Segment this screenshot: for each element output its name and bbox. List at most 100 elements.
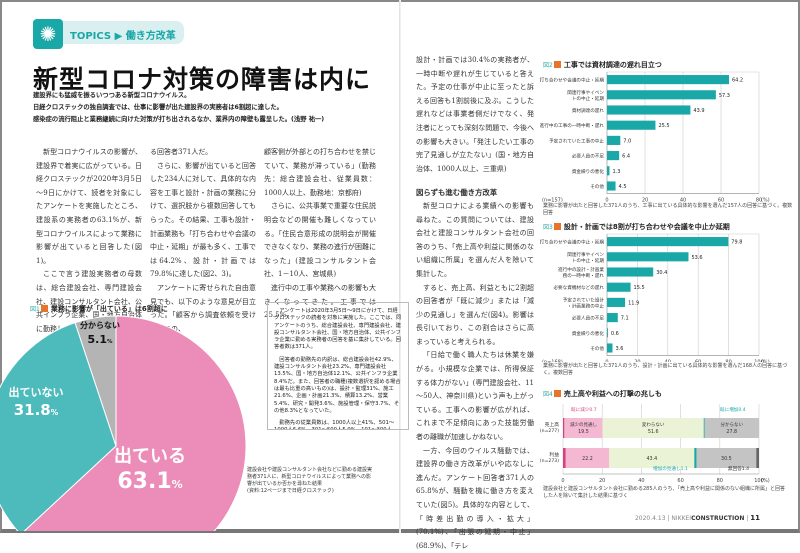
bar-value: 64.2 — [732, 78, 743, 84]
page-footer: 2020.4.13 | NIKKEICONSTRUCTION | 11 — [635, 514, 760, 522]
bar-segment — [756, 448, 759, 468]
orange-square-icon — [553, 390, 561, 397]
bar-value: 3.6 — [615, 346, 623, 352]
pie-slice — [0, 321, 117, 531]
bar — [607, 105, 691, 115]
lead-line: 日経クロステックの独自調査では、仕事に影響が出た建設界の実務者は6割超に達した。 — [33, 104, 283, 111]
orange-square-icon — [40, 305, 48, 312]
article-title: 新型コロナ対策の障害は内に — [33, 65, 372, 94]
tick-label: 0 — [605, 198, 608, 203]
sidebox-paragraph: 勤務先の従業員数は、1000人以上41%、501～1000人6.6%、301～5… — [274, 420, 395, 429]
paragraph: さらに、影響が出ていると回答した234人に対して、具体的な内容を工事と設計・計画… — [150, 161, 256, 279]
fig-number: 図2 — [543, 62, 553, 69]
unit-label: (%) — [761, 198, 770, 203]
category-label: その他 — [590, 183, 604, 190]
segment-value: 27.8 — [726, 429, 737, 435]
fig2-bar-chart: 0 20 40 60 80(%) (n=157) 64.2 打ち合わせや会議の中止・延期 57.… — [540, 71, 770, 203]
orange-square-icon — [553, 61, 561, 68]
paragraph: すると、売上高、利益ともに2割超の回答者が「既に減少」または「減少の見通し」を選… — [416, 283, 534, 346]
bar — [607, 252, 689, 262]
bar-segment — [563, 418, 565, 438]
fig1-source-note: 建設会社や建設コンサルタント会社などに勤める建設実務者371人に、新型コロナウイ… — [247, 467, 373, 494]
bar-value: 7.0 — [623, 138, 631, 144]
category-label: 働き方改革 — [125, 31, 176, 42]
segment-value: 43.4 — [646, 456, 657, 462]
bar-value: 43.9 — [693, 108, 704, 114]
bar-segment — [696, 448, 757, 468]
tick-label: 20 — [634, 360, 640, 362]
segment-label: 変わらない — [642, 421, 665, 428]
callout: 無回答1.4 — [728, 465, 749, 472]
bar-segment — [563, 448, 566, 468]
pie-slice — [74, 315, 117, 447]
bar — [607, 166, 610, 176]
fig-title-text: 工事では資材調達の遅れ目立つ — [563, 61, 662, 69]
bar-value: 25.5 — [658, 123, 669, 129]
bar-segment — [602, 418, 704, 438]
fig2-title: 図2 工事では資材調達の遅れ目立つ — [543, 60, 662, 70]
segment-label: 分からない — [721, 421, 744, 428]
bar — [607, 267, 654, 277]
lead-line: 感染症の流行阻止と業務継続に向けた対策が打ち出されるなか、業界内の障壁も露呈した… — [33, 116, 325, 123]
tick-label: 20 — [599, 478, 605, 484]
bar — [607, 313, 618, 323]
bar-value: 7.1 — [621, 316, 629, 322]
callout: 既に減少0.7 — [571, 406, 597, 413]
tick-label: 100 — [754, 360, 764, 362]
bar — [607, 181, 616, 191]
sidebox-paragraph: 回答者の勤務先の内訳は、総合建設会社42.9%、建設コンサルタント会社23.2%… — [274, 356, 401, 414]
segment-value: 30.5 — [721, 456, 732, 462]
paragraph: 顧客側が外部との打ち合わせを禁じていて、業務が滞っている」(勤務先：総合建設会社… — [264, 148, 376, 197]
category-label: 務の一時中断・遅れ — [563, 272, 605, 279]
segment-value: 51.6 — [648, 429, 659, 435]
pie-label: 出ている — [114, 445, 186, 467]
bar — [607, 297, 626, 307]
brand-bold: CONSTRUCTION — [691, 515, 745, 522]
body-column-2: る回答者371人だ。 さらに、影響が出ていると回答した234人に対して、具体的な… — [150, 146, 256, 336]
survey-sidebox: アンケートは2020年3月5日～9日にかけて、日経クロステックの読者を対象に実施… — [267, 302, 409, 430]
section-label: TOPICS — [70, 31, 112, 42]
paragraph: さらに、公共事業で重要な住民説明会などの開催も難しくなっている。「住民合意形成の… — [264, 202, 376, 279]
segment-value: 19.5 — [578, 429, 589, 435]
bar-value: 53.6 — [691, 255, 702, 261]
tick-label: 60 — [718, 198, 724, 203]
tick-label: 60 — [677, 478, 683, 484]
category-label: トの中止・延期 — [572, 95, 605, 102]
arrow-icon: ▶ — [114, 31, 123, 42]
topics-label: TOPICS ▶ 働き方改革 — [70, 27, 176, 42]
body-column-4: 設計・計画では30.4%の実務者が、一時中断や遅れが生じていると答えた。予定の仕… — [416, 54, 534, 553]
segment-value: 22.2 — [582, 456, 593, 462]
fig3-title: 図3 設計・計画では8割が打ち合わせや会議を中止か延期 — [543, 222, 730, 232]
bar — [607, 328, 608, 338]
separator: | — [667, 515, 670, 522]
bar-value: 79.8 — [731, 240, 742, 246]
bar — [607, 90, 716, 100]
pie-value: 5.1% — [87, 333, 113, 346]
paragraph: 設計・計画では30.4%の実務者が、一時中断や遅れが生じていると答えた。予定の仕… — [416, 56, 534, 173]
tick-label: 0 — [561, 478, 564, 484]
tick-label: 60 — [695, 360, 701, 362]
page-gutter — [399, 0, 401, 533]
fig2-note: 業務に影響が出たと回答した371人のうち、工事に出ている具体的な影響を選んだ15… — [543, 203, 793, 216]
bar-value: 57.3 — [719, 93, 730, 99]
category-label: 進行中の工事の一時中断・遅れ — [540, 122, 604, 129]
tick-label: 80 — [725, 360, 731, 362]
topics-banner — [33, 21, 184, 44]
pie-slice — [23, 315, 247, 531]
paragraph: ここで言う建設実務者の母数は、総合建設会社、専門建設会社、建設コンサルタント会社… — [36, 270, 142, 333]
separator: | — [746, 515, 749, 522]
category-label: 進行中の設計・計画業 — [558, 266, 604, 273]
issue-date: 2020.4.13 — [634, 515, 666, 522]
unit-label: (%) — [761, 360, 770, 362]
bar — [607, 343, 613, 353]
category-label: トの中止・延期 — [572, 257, 605, 264]
bar-segment — [704, 418, 759, 438]
fig4-note: 建設会社と建設コンサルタント会社に勤める285人のうち、「売上高や利益に関係のな… — [543, 486, 786, 499]
fig3-note: 業務に影響が出たと回答した371人のうち、設計・計画に出ている具体的な影響を選ん… — [543, 363, 788, 376]
n-label: (n=168) — [542, 360, 563, 362]
bar — [607, 282, 631, 292]
category-label: 打ち合わせや会議の中止・延期 — [540, 239, 604, 246]
tick-label: 40 — [680, 198, 686, 203]
bar-value: 1.3 — [612, 169, 620, 175]
